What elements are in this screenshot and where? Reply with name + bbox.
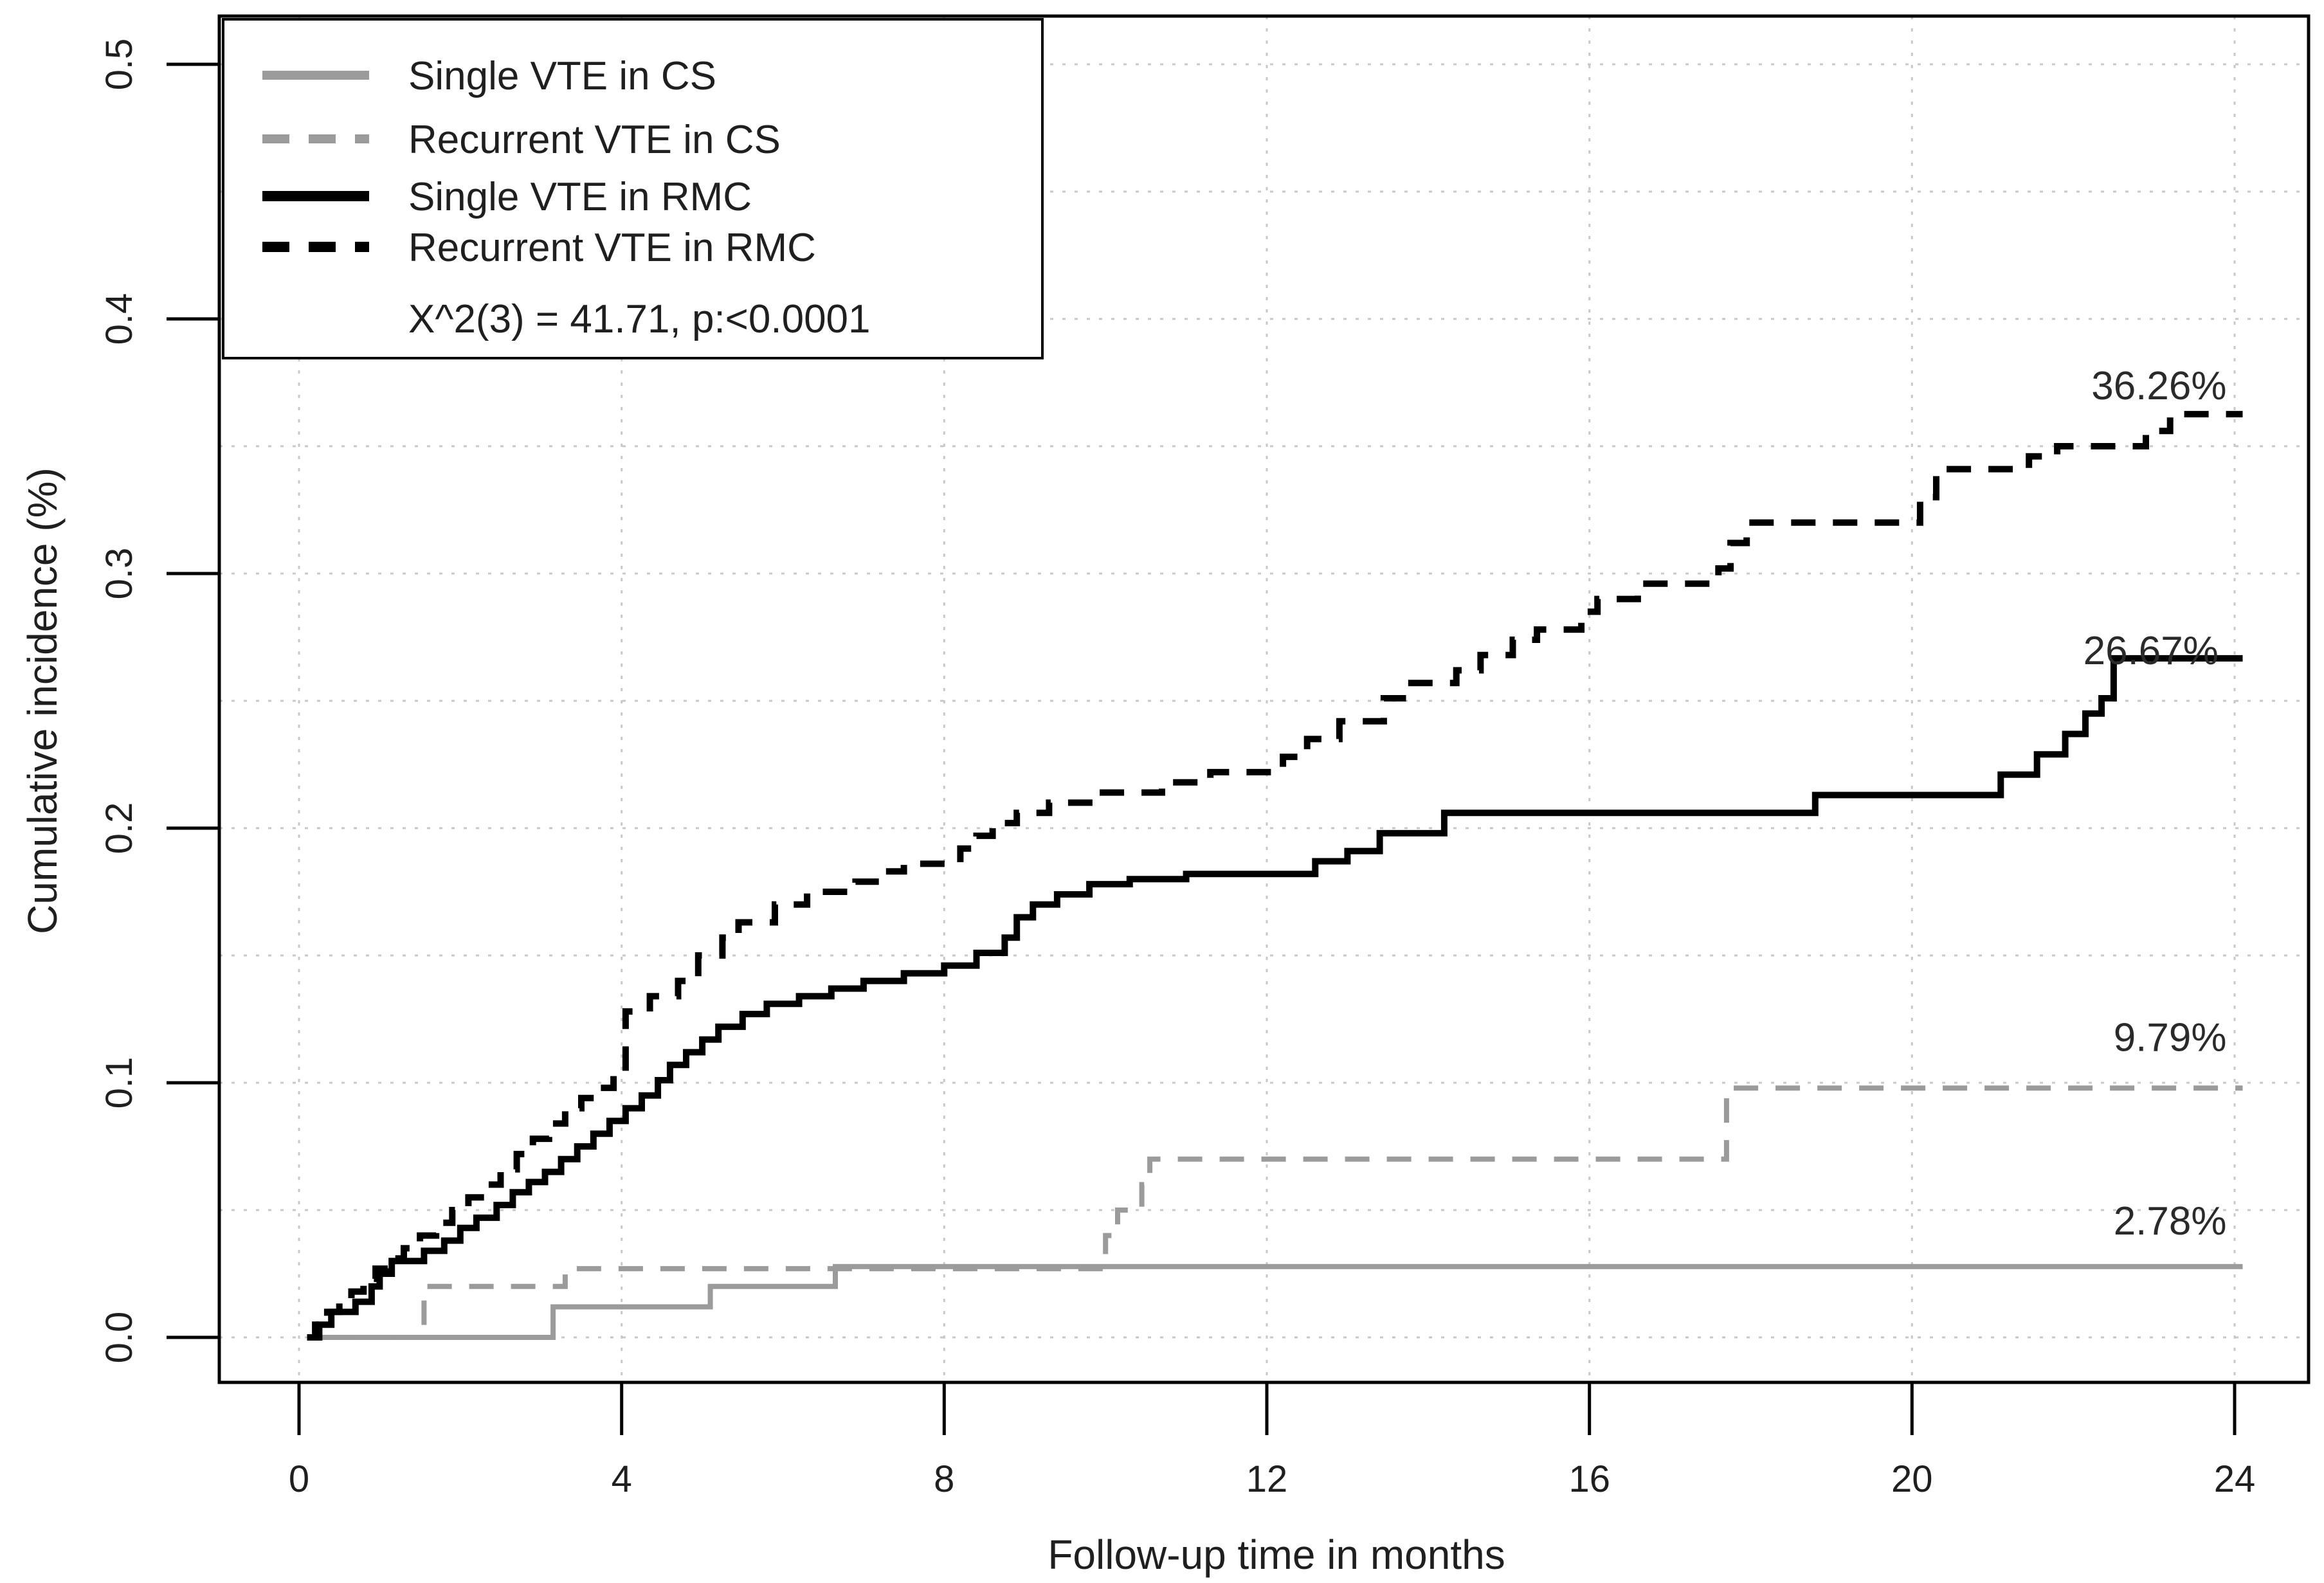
y-tick-label: 0.3	[98, 548, 140, 600]
survival-curves	[307, 411, 2243, 1341]
y-tick-label: 0.2	[98, 802, 140, 855]
y-tick-label: 0.5	[98, 39, 140, 91]
legend: Single VTE in CS Recurrent VTE in CS Singl…	[222, 18, 1044, 359]
x-tick-label: 12	[1246, 1458, 1288, 1500]
curve-recurrent-vte-in-rmc	[307, 411, 2243, 1341]
plot-border	[217, 14, 2310, 1384]
x-tick-label: 0	[289, 1458, 309, 1500]
curve-recurrent-vte-in-cs	[311, 1085, 2243, 1340]
gridlines	[219, 16, 2309, 1382]
y-tick-label: 0.1	[98, 1057, 140, 1109]
curve-single-vte-in-rmc	[307, 655, 2243, 1341]
y-tick-label: 0.0	[98, 1312, 140, 1364]
x-tick-label: 20	[1891, 1458, 1933, 1500]
curve-end-label: 26.67%	[2083, 629, 2219, 673]
x-tick-label: 16	[1568, 1458, 1610, 1500]
curve-end-labels: 36.26% 26.67% 9.79% 2.78%	[2083, 364, 2227, 1244]
x-tick-label: 8	[934, 1458, 954, 1500]
y-tick-label: 0.4	[98, 293, 140, 345]
x-axis-title: Follow-up time in months	[1048, 1532, 1505, 1578]
legend-entry-label: Recurrent VTE in RMC	[408, 226, 816, 270]
y-axis-title: Cumulative incidence (%)	[19, 467, 66, 934]
legend-entry-label: Recurrent VTE in CS	[408, 118, 781, 162]
legend-entry-label: Single VTE in RMC	[408, 175, 752, 219]
curve-end-label: 9.79%	[2114, 1016, 2227, 1060]
axis-ticks	[167, 62, 2237, 1435]
x-tick-label: 4	[612, 1458, 632, 1500]
curve-end-label: 36.26%	[2091, 364, 2226, 408]
legend-stats-text: X^2(3) = 41.71, p:<0.0001	[408, 297, 871, 341]
axis-tick-labels: 0 4 8 12 16 20 24 0.0 0.1 0.2 0.3 0.4 0.5	[98, 39, 2255, 1500]
curve-end-label: 2.78%	[2114, 1199, 2227, 1244]
x-tick-label: 24	[2214, 1458, 2256, 1500]
curve-single-vte-in-cs	[311, 1263, 2243, 1340]
legend-entry-label: Single VTE in CS	[408, 54, 716, 98]
